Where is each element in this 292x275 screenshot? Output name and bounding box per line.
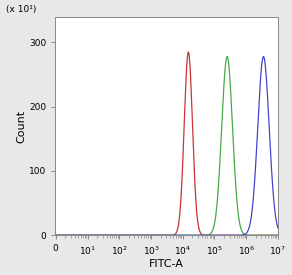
Y-axis label: Count: Count bbox=[16, 109, 26, 142]
X-axis label: FITC-A: FITC-A bbox=[149, 259, 184, 270]
Text: (x 10¹): (x 10¹) bbox=[6, 6, 37, 15]
